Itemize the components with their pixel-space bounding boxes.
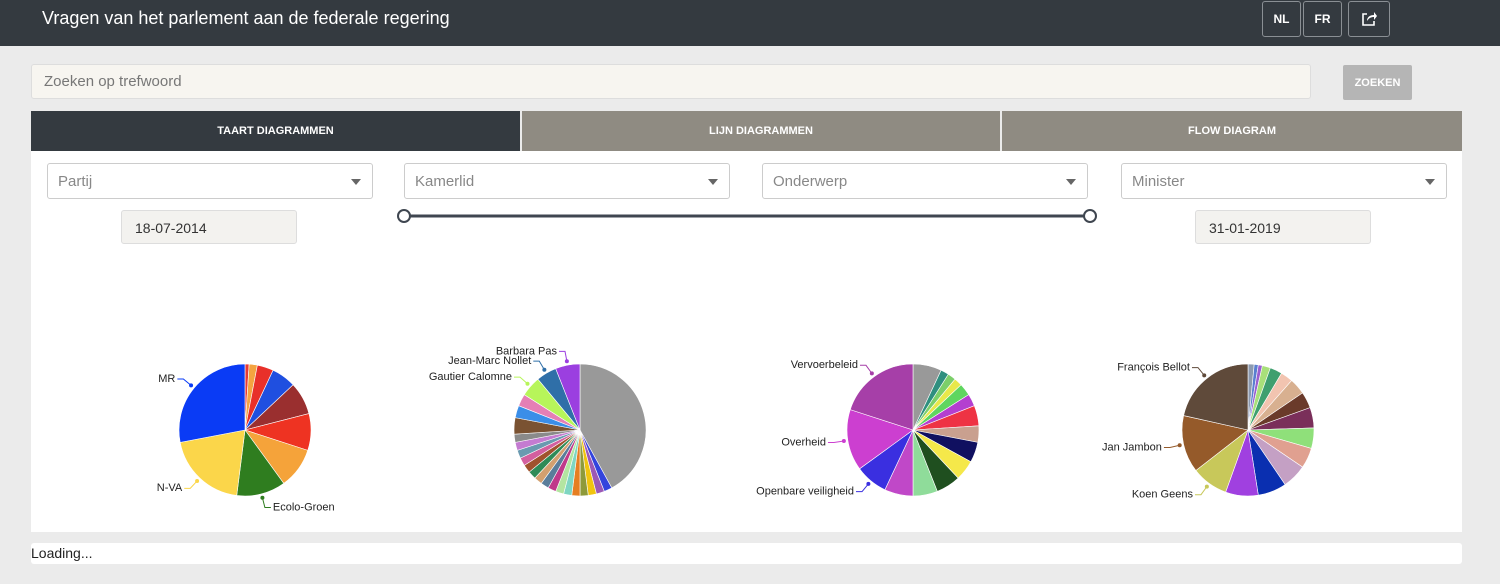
tab[interactable]: LIJN DIAGRAMMEN: [522, 111, 1000, 151]
slice-label: Overheid: [781, 436, 826, 448]
pie-slice: [178, 363, 246, 443]
end-date[interactable]: 31-01-2019: [1195, 210, 1371, 244]
label-connector: [856, 483, 869, 493]
pie-slice: [849, 363, 914, 431]
page-title: Vragen van het parlement aan de federale…: [42, 8, 450, 28]
label-dot: [525, 381, 530, 386]
search-input[interactable]: Zoeken op trefwoord: [31, 64, 1311, 99]
label-dot: [195, 479, 200, 484]
lang-fr[interactable]: FR: [1303, 1, 1342, 37]
label-connector: [1191, 367, 1205, 376]
label-connector: [559, 350, 568, 362]
slice-label: Gautier Calomne: [429, 371, 512, 383]
label-dot: [1204, 484, 1209, 489]
filter-select[interactable]: Partij: [47, 163, 373, 199]
label-dot: [1202, 373, 1207, 378]
share-icon: [1362, 12, 1377, 26]
label-dot: [564, 359, 569, 364]
label-connector: [513, 376, 528, 385]
label-dot: [866, 481, 871, 486]
pie-slice: [555, 363, 581, 431]
lang-nl[interactable]: NL: [1262, 1, 1301, 37]
slice-label: Ecolo-Groen: [273, 501, 335, 513]
filter-select[interactable]: Minister: [1121, 163, 1447, 199]
label-dot: [189, 383, 194, 388]
label-dot: [260, 495, 265, 500]
label-connector: [177, 378, 192, 386]
slider-handle[interactable]: [1083, 209, 1097, 223]
label-connector: [827, 440, 844, 444]
slice-label: N-VA: [157, 482, 183, 494]
label-dot: [869, 371, 874, 376]
pie-slice: [1183, 363, 1249, 431]
pie-slice: [579, 363, 647, 489]
search-button[interactable]: ZOEKEN: [1343, 65, 1412, 100]
share-button[interactable]: [1348, 1, 1390, 37]
slice-label: Jean-Marc Nollet: [448, 355, 531, 367]
slice-label: Jan Jambon: [1102, 441, 1162, 453]
slice-label: Barbara Pas: [496, 345, 558, 357]
label-connector: [261, 497, 271, 508]
label-connector: [1163, 444, 1180, 448]
slider-handle[interactable]: [397, 209, 411, 223]
label-dot: [841, 438, 846, 443]
label-connector: [533, 360, 545, 371]
slice-label: Openbare veiligheid: [756, 486, 854, 498]
pie-slice: [846, 409, 914, 470]
slice-label: François Bellot: [1117, 361, 1190, 373]
label-connector: [1194, 486, 1208, 496]
pie-slice: [1181, 415, 1249, 471]
header: [0, 0, 1500, 46]
start-date[interactable]: 18-07-2014: [121, 210, 297, 244]
slice-label: MR: [158, 373, 175, 385]
tab[interactable]: TAART DIAGRAMMEN: [31, 111, 520, 151]
status: Loading...: [31, 543, 1462, 564]
filter-select[interactable]: Onderwerp: [762, 163, 1088, 199]
slice-label: Vervoerbeleid: [791, 359, 858, 371]
slice-label: Koen Geens: [1132, 489, 1194, 501]
label-connector: [184, 480, 198, 489]
label-dot: [1177, 443, 1182, 448]
label-connector: [859, 364, 873, 374]
label-dot: [542, 367, 547, 372]
filter-select[interactable]: Kamerlid: [404, 163, 730, 199]
tab[interactable]: FLOW DIAGRAM: [1002, 111, 1462, 151]
pie-slice: [179, 429, 246, 496]
